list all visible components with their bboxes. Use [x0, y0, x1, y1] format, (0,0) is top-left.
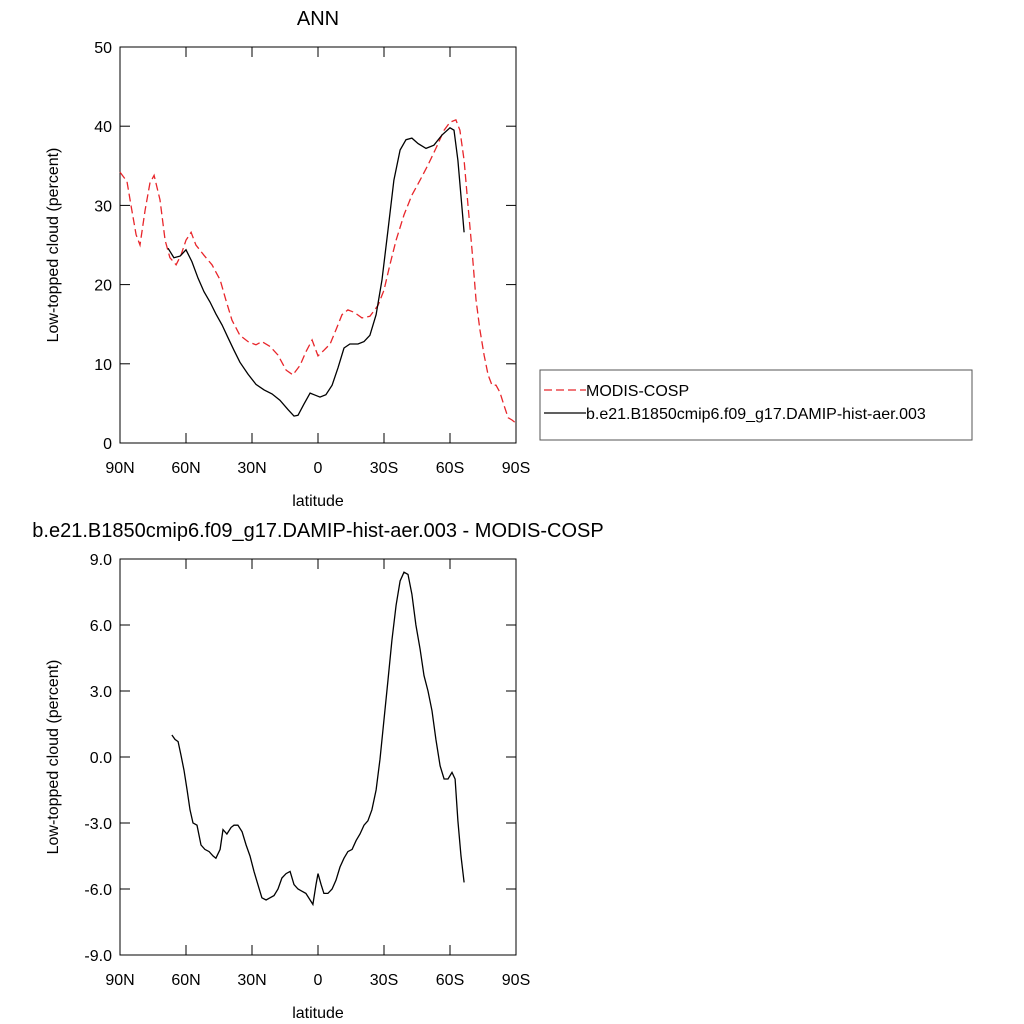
x-tick-label: 90S — [502, 460, 530, 477]
y-tick-label: 0.0 — [90, 750, 112, 767]
y-tick-label: 6.0 — [90, 618, 112, 635]
y-tick-label: 9.0 — [90, 552, 112, 569]
x-tick-label: 0 — [314, 972, 323, 989]
x-axis-label: latitude — [292, 493, 344, 510]
series-line — [171, 571, 465, 907]
x-axis-label: latitude — [292, 1005, 344, 1022]
y-tick-label: -3.0 — [84, 816, 112, 833]
y-tick-label: -6.0 — [84, 882, 112, 899]
x-tick-label: 60N — [171, 460, 200, 477]
y-tick-label: 10 — [94, 357, 112, 374]
y-tick-label: -9.0 — [84, 948, 112, 965]
x-tick-label: 90N — [105, 460, 134, 477]
chart-title: ANN — [297, 8, 339, 30]
x-tick-label: 30S — [370, 460, 398, 477]
legend-box — [539, 369, 973, 441]
series-line — [119, 119, 517, 424]
x-tick-label: 60S — [436, 972, 464, 989]
y-tick-label: 40 — [94, 119, 112, 136]
legend-label: b.e21.B1850cmip6.f09_g17.DAMIP-hist-aer.… — [586, 406, 926, 423]
y-tick-label: 20 — [94, 278, 112, 295]
y-tick-label: 0 — [103, 436, 112, 453]
x-tick-label: 30S — [370, 972, 398, 989]
x-tick-label: 0 — [314, 460, 323, 477]
x-tick-label: 90N — [105, 972, 134, 989]
y-tick-label: 30 — [94, 198, 112, 215]
x-tick-label: 30N — [237, 972, 266, 989]
y-axis-label: Low-topped cloud (percent) — [45, 148, 62, 343]
y-tick-label: 3.0 — [90, 684, 112, 701]
x-tick-label: 60S — [436, 460, 464, 477]
legend-label: MODIS-COSP — [586, 383, 689, 400]
x-tick-label: 30N — [237, 460, 266, 477]
y-axis-label: Low-topped cloud (percent) — [45, 660, 62, 855]
x-tick-label: 60N — [171, 972, 200, 989]
y-tick-label: 50 — [94, 40, 112, 57]
x-tick-label: 90S — [502, 972, 530, 989]
plot-frame — [119, 46, 517, 444]
series-line — [167, 126, 465, 417]
plot-frame — [119, 558, 517, 956]
chart-title: b.e21.B1850cmip6.f09_g17.DAMIP-hist-aer.… — [32, 520, 603, 542]
